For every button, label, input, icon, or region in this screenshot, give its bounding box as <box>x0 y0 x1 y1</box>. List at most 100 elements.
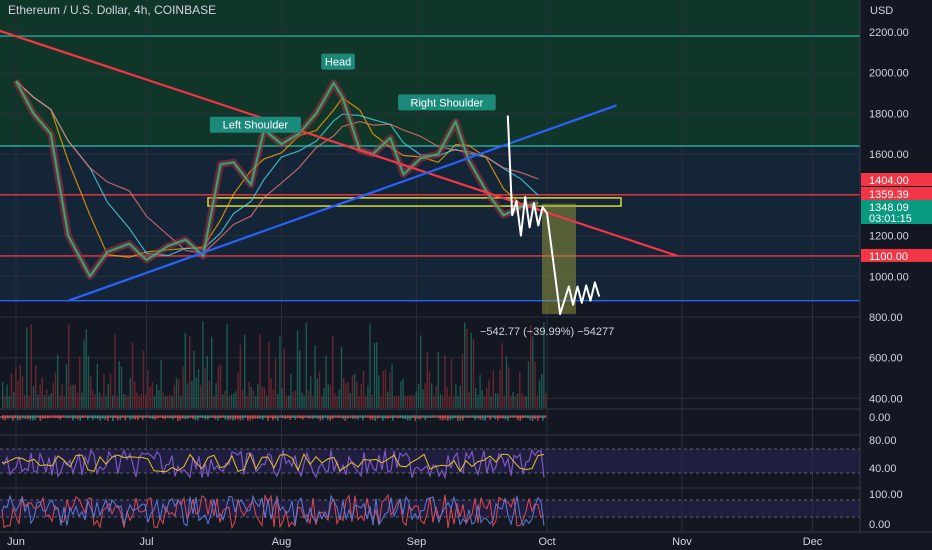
macd-histogram-bar <box>297 415 299 418</box>
macd-histogram-bar <box>102 415 104 419</box>
volume-bar <box>356 381 358 408</box>
volume-bar <box>244 334 246 408</box>
macd-histogram-bar <box>187 415 189 419</box>
macd-histogram-bar <box>477 415 479 419</box>
macd-histogram-bar <box>492 415 494 418</box>
volume-bar <box>307 390 310 408</box>
volume-bar <box>19 365 21 408</box>
volume-bar <box>255 395 257 408</box>
volume-bar <box>323 388 325 408</box>
macd-histogram-bar <box>262 415 264 420</box>
macd-histogram-bar <box>264 415 267 418</box>
volume-bar <box>134 381 136 408</box>
volume-bar <box>193 350 195 408</box>
macd-histogram-bar <box>164 415 167 420</box>
volume-bar <box>259 333 261 408</box>
macd-histogram-bar <box>92 415 94 420</box>
volume-bar <box>87 356 90 408</box>
macd-histogram-bar <box>304 415 307 418</box>
volume-bar <box>367 385 369 408</box>
volume-bar <box>96 363 98 408</box>
volume-bar <box>26 327 28 408</box>
indicator-tick-label: 0.00 <box>869 519 890 531</box>
volume-bar <box>321 395 323 408</box>
volume-bar <box>151 382 153 408</box>
volume-bar <box>162 392 164 408</box>
volume-bar <box>30 324 32 408</box>
macd-histogram-bar <box>302 415 304 420</box>
volume-bar <box>428 371 431 408</box>
macd-histogram-bar <box>47 415 49 419</box>
volume-bar <box>215 383 217 408</box>
macd-histogram-bar <box>399 415 402 419</box>
macd-histogram-bar <box>314 415 317 419</box>
volume-bar <box>129 378 131 408</box>
macd-histogram-bar <box>432 415 434 418</box>
macd-histogram-bar <box>312 415 314 419</box>
volume-bar <box>358 396 360 408</box>
volume-bar <box>534 361 536 408</box>
macd-histogram-bar <box>404 415 407 420</box>
pattern-label: Left Shoulder <box>223 120 289 132</box>
volume-bar <box>136 392 138 408</box>
moving-average <box>15 80 539 254</box>
macd-histogram-bar <box>352 415 354 419</box>
macd-histogram-bar <box>204 415 207 420</box>
macd-histogram-bar <box>214 415 217 420</box>
macd-histogram-bar <box>147 415 149 418</box>
macd-histogram-bar <box>299 415 302 419</box>
volume-bar <box>21 376 24 408</box>
volume-bar <box>481 389 483 408</box>
macd-histogram-bar <box>159 415 162 418</box>
volume-bar <box>257 383 259 408</box>
volume-bar <box>437 351 439 408</box>
volume-bar <box>312 395 314 408</box>
volume-bar <box>343 377 345 408</box>
macd-histogram-bar <box>447 415 449 421</box>
volume-bar <box>422 389 424 408</box>
indicator-tick-label: 80.00 <box>869 435 897 447</box>
volume-bar <box>536 395 538 408</box>
volume-bar <box>4 395 6 408</box>
volume-bar <box>217 366 219 408</box>
macd-histogram-bar <box>487 415 489 418</box>
macd-histogram-bar <box>484 415 487 421</box>
macd-histogram-bar <box>522 415 524 419</box>
volume-bar <box>510 395 512 408</box>
volume-bar <box>120 366 123 408</box>
volume-bar <box>497 393 499 408</box>
volume-bar <box>332 335 334 408</box>
volume-bar <box>446 387 448 408</box>
y-tick-label: 400.00 <box>869 393 903 405</box>
macd-histogram-bar <box>424 415 427 421</box>
macd-histogram-bar <box>322 415 324 420</box>
volume-bar <box>516 393 519 408</box>
x-tick-label: Jul <box>140 536 154 548</box>
macd-histogram-bar <box>112 415 114 421</box>
macd-histogram-bar <box>277 415 279 421</box>
macd-histogram-bar <box>242 415 244 420</box>
macd-histogram-bar <box>24 415 27 420</box>
macd-histogram-bar <box>162 415 164 419</box>
volume-bar <box>512 391 514 408</box>
macd-histogram-bar <box>62 415 64 418</box>
macd-histogram-bar <box>514 415 517 418</box>
volume-bar <box>468 391 470 408</box>
volume-bar <box>158 390 160 408</box>
macd-histogram-bar <box>307 415 309 419</box>
volume-bar <box>195 377 197 408</box>
volume-bar <box>6 384 8 408</box>
macd-histogram-bar <box>537 415 539 421</box>
macd-histogram-bar <box>12 415 14 421</box>
volume-bar <box>371 394 373 408</box>
volume-bar <box>68 324 70 408</box>
volume-bar <box>2 381 4 408</box>
macd-histogram-bar <box>129 415 132 421</box>
volume-bar <box>488 379 490 408</box>
volume-bar <box>345 383 347 408</box>
macd-histogram-bar <box>429 415 432 418</box>
macd-histogram-bar <box>327 415 329 420</box>
volume-bar <box>347 382 349 408</box>
volume-bar <box>48 395 50 408</box>
